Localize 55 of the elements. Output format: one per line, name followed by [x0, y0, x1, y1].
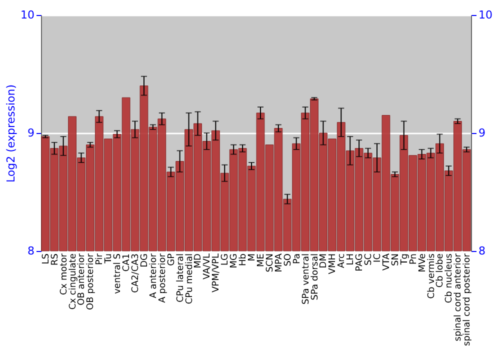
x-tick-label: VMH: [328, 254, 338, 274]
y-tick-label: 8: [28, 244, 34, 258]
x-tick-label: CA2/CA3: [131, 254, 142, 293]
x-tick-label: MD: [194, 253, 204, 268]
x-tick-label: M: [248, 254, 258, 262]
x-tick-label: Cb lobe: [436, 253, 446, 288]
x-tick-label: DG: [140, 253, 150, 268]
y2-tick-label: 8: [478, 244, 486, 258]
y-tick-label: 9: [28, 126, 34, 140]
x-tick-label: ME: [256, 253, 266, 267]
x-tick-label: Tu: [104, 254, 114, 264]
x-tick-label: LH: [346, 254, 356, 266]
x-tick-label: DM: [319, 254, 330, 268]
x-tick-label: OB posterior: [86, 253, 96, 310]
x-tick-label: LG: [220, 253, 231, 266]
x-tick-label: VPM/VPL: [212, 254, 222, 292]
x-tick-label: SCN: [265, 254, 276, 272]
x-tick-label: Hb: [238, 253, 249, 266]
x-tick-label: SO: [283, 254, 294, 266]
x-tick-label: MG: [230, 253, 240, 268]
y2-tick-label: 10: [478, 8, 492, 22]
y2-tick-label: 9: [478, 126, 486, 140]
x-tick-label: ventral S: [113, 253, 124, 294]
x-tick-label: OB anterior: [77, 253, 88, 306]
x-tick-label: Cb nucleus: [444, 253, 455, 304]
x-tick-label: Cx cingulate: [68, 253, 78, 310]
x-tick-label: LS: [41, 253, 52, 264]
x-tick-label: Cx motor: [59, 253, 70, 295]
x-tick-label: CPu medial: [184, 254, 195, 304]
x-tick-label: MVe: [418, 253, 428, 272]
x-tick-label: PAG: [355, 253, 366, 272]
x-tick-label: Pn: [408, 254, 419, 264]
y-tick-label: 10: [20, 8, 34, 22]
x-tick-label: A anterior: [148, 253, 159, 298]
x-tick-label: SPa ventral: [301, 254, 312, 304]
x-tick-label: SN: [390, 254, 401, 266]
x-tick-label: IC: [372, 254, 383, 262]
x-tick-label: VA/VL: [202, 254, 213, 280]
x-tick-label: SPa dorsal: [310, 254, 320, 300]
x-tick-label: Tg: [400, 254, 410, 266]
x-tick-label: spinal cord posterior: [462, 253, 473, 346]
x-tick-label: CPu lateral: [176, 254, 186, 302]
x-tick-label: CA1: [122, 254, 132, 272]
x-tick-label: GP: [166, 252, 177, 266]
x-tick-label: MPA: [274, 252, 284, 272]
x-tick-label: VTA: [382, 252, 392, 271]
x-tick-label: A posterior: [158, 253, 168, 303]
x-tick-label: Pa: [292, 254, 302, 264]
x-tick-label: spinal cord anterior: [454, 253, 464, 342]
y-axis-title: Log2 (expression): [4, 84, 18, 183]
x-tick-label: Arc: [337, 253, 348, 268]
x-tick-label: Pir: [95, 253, 106, 265]
x-tick-label: SC: [364, 254, 374, 266]
x-tick-label: RS: [50, 253, 60, 266]
x-tick-label: Cb vermis: [426, 253, 437, 299]
